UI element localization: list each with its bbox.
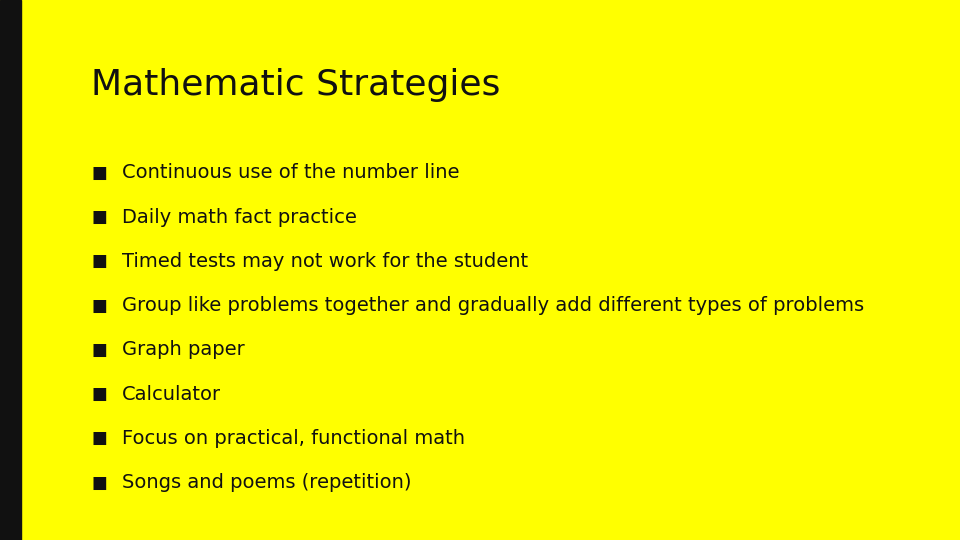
Text: Group like problems together and gradually add different types of problems: Group like problems together and gradual… [122, 296, 864, 315]
Text: ■: ■ [91, 341, 107, 359]
Text: ■: ■ [91, 474, 107, 492]
Text: ■: ■ [91, 208, 107, 226]
Text: Continuous use of the number line: Continuous use of the number line [122, 163, 460, 183]
Text: Mathematic Strategies: Mathematic Strategies [91, 68, 500, 102]
Text: Focus on practical, functional math: Focus on practical, functional math [122, 429, 465, 448]
Text: Daily math fact practice: Daily math fact practice [122, 207, 357, 227]
Text: Calculator: Calculator [122, 384, 221, 404]
Text: ■: ■ [91, 429, 107, 448]
Text: Songs and poems (repetition): Songs and poems (repetition) [122, 473, 412, 492]
Text: Graph paper: Graph paper [122, 340, 245, 360]
Text: ■: ■ [91, 385, 107, 403]
Bar [0, 0, 21, 540]
Text: ■: ■ [91, 164, 107, 182]
Text: Timed tests may not work for the student: Timed tests may not work for the student [122, 252, 528, 271]
Text: ■: ■ [91, 252, 107, 271]
Text: ■: ■ [91, 296, 107, 315]
